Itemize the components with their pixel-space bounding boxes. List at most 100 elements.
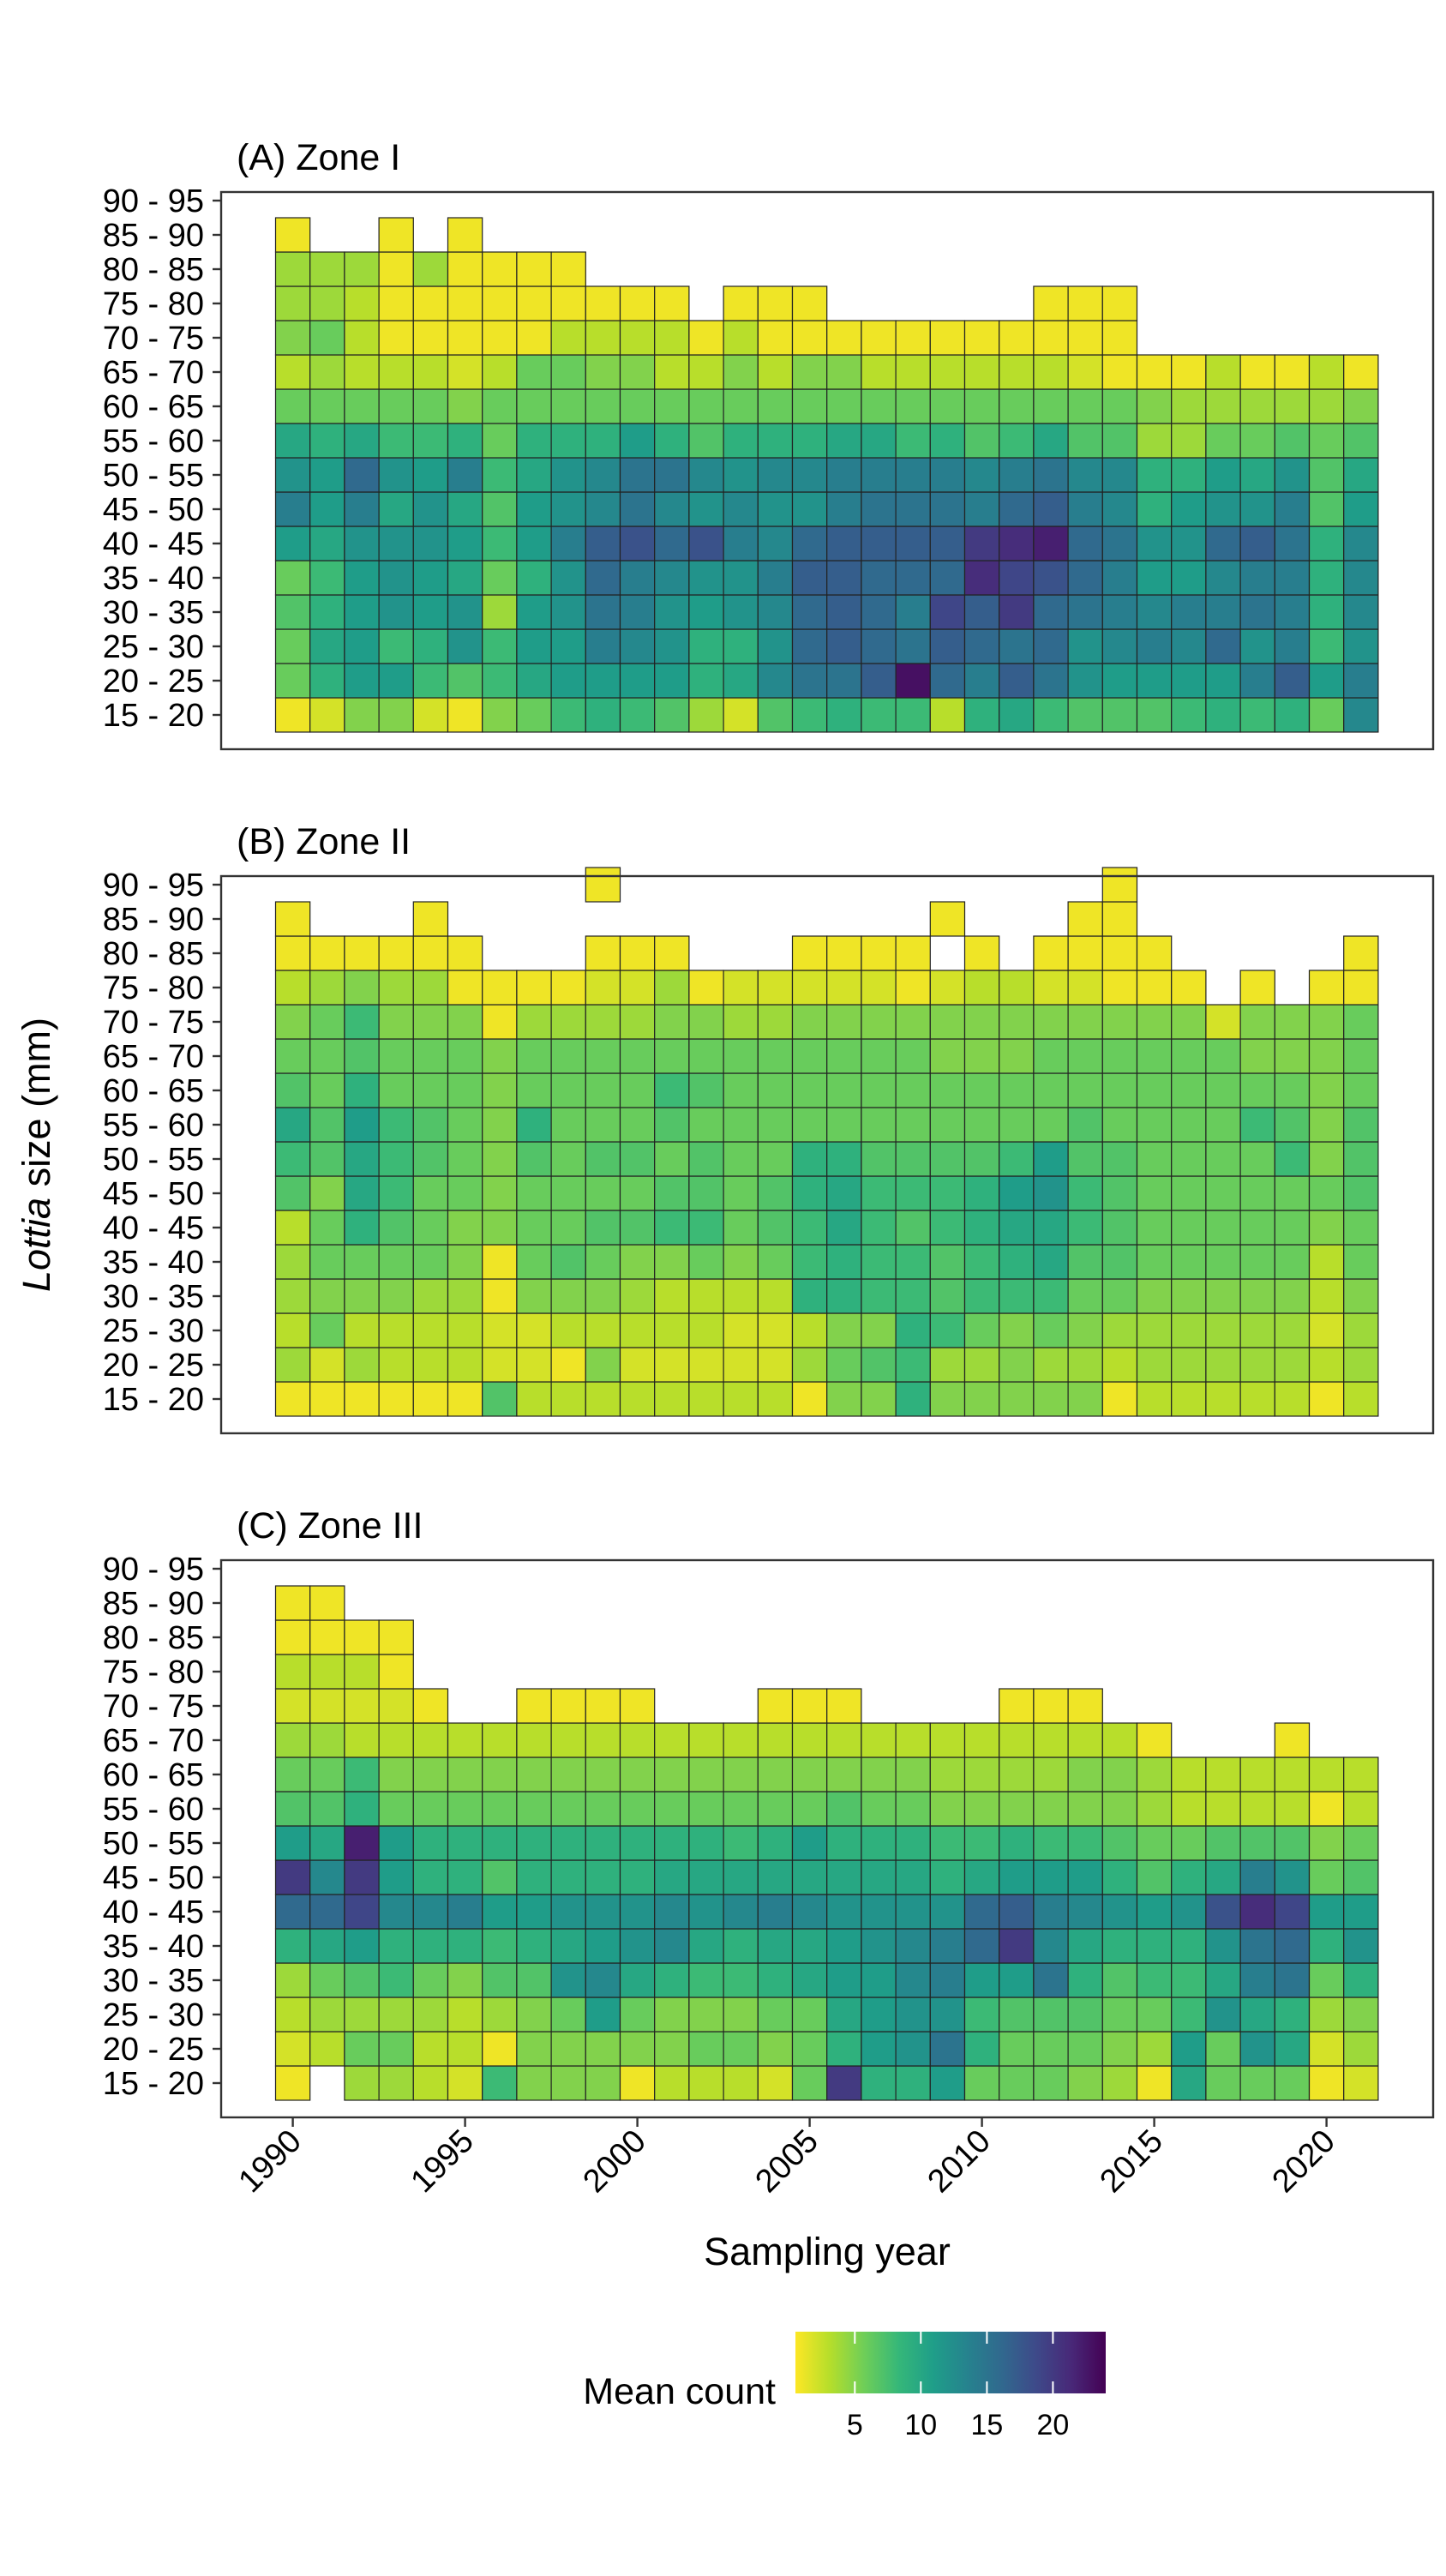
heatmap-cell [516, 1038, 552, 1074]
heatmap-cell [550, 1928, 586, 1964]
heatmap-cell [447, 970, 483, 1006]
heatmap-cell [723, 457, 759, 493]
heatmap-cell [826, 1004, 862, 1040]
heatmap-cell [1136, 1825, 1173, 1861]
heatmap-cell [309, 251, 345, 287]
heatmap-cell [1136, 1004, 1173, 1040]
legend-tick-label: 5 [847, 2409, 863, 2441]
heatmap-cell [1033, 525, 1069, 561]
heatmap-cell [963, 697, 1000, 733]
heatmap-cell [861, 1722, 897, 1758]
heatmap-cell [757, 457, 794, 493]
heatmap-cell [1274, 423, 1311, 459]
heatmap-cell [378, 2065, 414, 2101]
heatmap-cell [585, 1791, 621, 1827]
heatmap-cell [585, 1210, 621, 1246]
heatmap-cell [516, 697, 552, 733]
heatmap-cell [482, 1722, 518, 1758]
heatmap-cell [757, 320, 794, 356]
heatmap-cell [344, 697, 380, 733]
heatmap-cell [757, 970, 794, 1006]
heatmap-cell [1101, 388, 1138, 424]
heatmap-cell [895, 1038, 931, 1074]
heatmap-cell [1067, 1244, 1103, 1280]
heatmap-cell [309, 1722, 345, 1758]
heatmap-cell [757, 1072, 794, 1108]
heatmap-cell [929, 1997, 966, 2033]
heatmap-cell [550, 388, 586, 424]
heatmap-cell [1205, 1859, 1241, 1895]
heatmap-cell [1136, 1107, 1173, 1143]
heatmap-cell [516, 1962, 552, 1998]
heatmap-cell [1033, 1791, 1069, 1827]
heatmap-cell [585, 1004, 621, 1040]
heatmap-cell [654, 1312, 690, 1348]
heatmap-cell [929, 491, 966, 527]
heatmap-cell [1274, 1038, 1311, 1074]
heatmap-cell [791, 1722, 828, 1758]
heatmap-cell [1274, 1791, 1311, 1827]
heatmap-cell [1101, 1722, 1138, 1758]
heatmap-cell [1067, 1107, 1103, 1143]
heatmap-cell [861, 1210, 897, 1246]
heatmap-cell [826, 594, 862, 630]
heatmap-cell [723, 1244, 759, 1280]
heatmap-cell [1205, 1244, 1241, 1280]
heatmap-cell [757, 697, 794, 733]
heatmap-cell [378, 1210, 414, 1246]
heatmap-cell [1171, 697, 1207, 733]
heatmap-cell [791, 970, 828, 1006]
heatmap-cell [1101, 560, 1138, 596]
heatmap-cell [274, 970, 311, 1006]
heatmap-cell [654, 628, 690, 664]
heatmap-cell [1067, 525, 1103, 561]
heatmap-cell [585, 320, 621, 356]
heatmap-cell [1308, 1141, 1345, 1177]
heatmap-cell [274, 1997, 311, 2033]
heatmap-cell [1343, 1997, 1379, 2033]
heatmap-cell [1239, 354, 1275, 390]
heatmap-cell [1343, 935, 1379, 971]
heatmap-cell [1033, 491, 1069, 527]
heatmap-cell [1171, 354, 1207, 390]
heatmap-cell [1101, 1997, 1138, 2033]
heatmap-cell [861, 1141, 897, 1177]
heatmap-cell [999, 1859, 1035, 1895]
heatmap-cell [757, 285, 794, 321]
heatmap-cell [999, 1175, 1035, 1211]
heatmap-cell [1239, 2065, 1275, 2101]
heatmap-cell [274, 1619, 311, 1655]
heatmap-cell [757, 1038, 794, 1074]
heatmap-cell [688, 1004, 724, 1040]
heatmap-cell [1171, 1278, 1207, 1314]
heatmap-cell [482, 354, 518, 390]
heatmap-cell [619, 1107, 656, 1143]
heatmap-cell [1308, 2031, 1345, 2067]
heatmap-cell [895, 1997, 931, 2033]
heatmap-cell [344, 1894, 380, 1930]
heatmap-cell [412, 423, 449, 459]
heatmap-cell [1033, 1004, 1069, 1040]
heatmap-cell [1171, 594, 1207, 630]
heatmap-cell [1343, 628, 1379, 664]
heatmap-cell [963, 1962, 1000, 1998]
heatmap-cell [895, 1928, 931, 1964]
heatmap-cell [861, 560, 897, 596]
heatmap-cell [1033, 457, 1069, 493]
heatmap-cell [378, 217, 414, 253]
heatmap-cell [1171, 1962, 1207, 1998]
heatmap-cell [619, 1928, 656, 1964]
heatmap-cell [274, 1107, 311, 1143]
y-tick-label: 15 - 20 [103, 2066, 204, 2102]
heatmap-cell [999, 1791, 1035, 1827]
heatmap-cell [826, 2031, 862, 2067]
heatmap-cell [963, 1791, 1000, 1827]
heatmap-cell [929, 457, 966, 493]
heatmap-cell [1101, 2031, 1138, 2067]
heatmap-cell [585, 1141, 621, 1177]
heatmap-cell [826, 491, 862, 527]
heatmap-cell [723, 970, 759, 1006]
heatmap-cell [516, 663, 552, 699]
legend-colorbar [795, 2332, 1106, 2393]
heatmap-cell [1136, 354, 1173, 390]
